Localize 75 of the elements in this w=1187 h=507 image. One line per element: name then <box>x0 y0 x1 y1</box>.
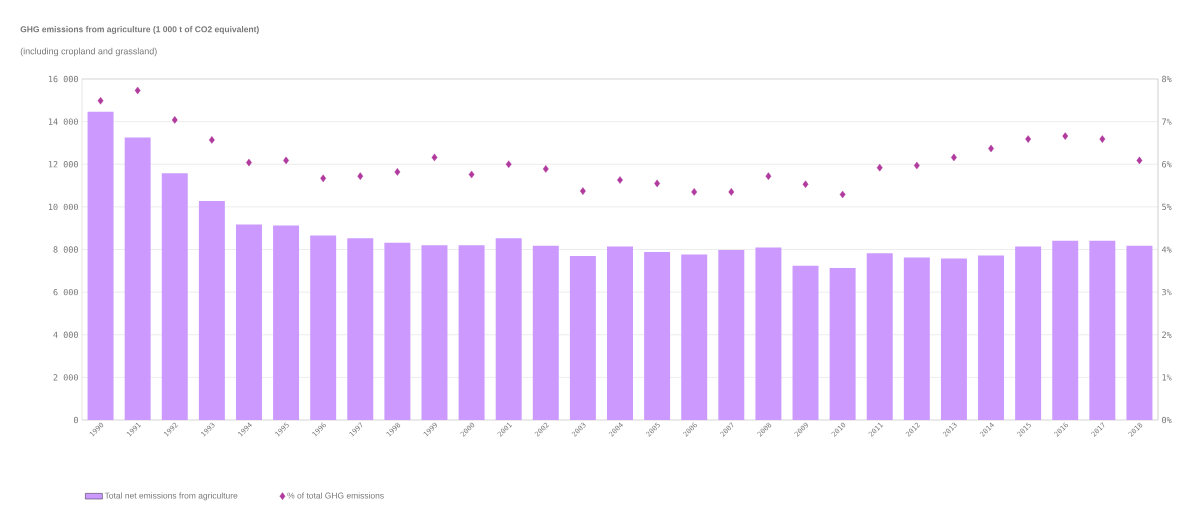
bar <box>347 238 374 420</box>
y-tick-label: 4 000 <box>53 331 78 338</box>
y2-tick-label: 0% <box>1162 416 1172 424</box>
bar <box>273 225 300 420</box>
bar <box>644 252 671 420</box>
point <box>876 163 883 172</box>
y2-tick-label: 2% <box>1162 331 1172 338</box>
bar <box>866 253 893 420</box>
y-tick-label: 8 000 <box>53 246 78 253</box>
bar <box>421 245 448 420</box>
point <box>1062 132 1069 140</box>
point <box>839 190 846 199</box>
point <box>542 165 549 173</box>
point <box>505 160 512 169</box>
point <box>1136 156 1143 165</box>
y-tick-label: 2 000 <box>53 374 78 381</box>
bar <box>1015 246 1042 420</box>
bar <box>903 257 930 420</box>
bar <box>755 247 782 420</box>
point <box>468 170 475 179</box>
bar <box>978 255 1005 420</box>
bar <box>792 265 819 420</box>
point <box>394 168 401 176</box>
point <box>691 188 698 196</box>
point <box>802 180 809 189</box>
y-tick-label: 10 000 <box>48 203 78 211</box>
point <box>617 176 623 184</box>
chart-title: GHG emissions from agriculture (1 000 t of CO2 equivalent) <box>20 26 259 34</box>
legend-label: Total net emissions from agriculture <box>104 492 238 501</box>
bar <box>829 268 856 420</box>
point <box>1099 135 1106 143</box>
y2-tick-label: 1% <box>1162 374 1172 381</box>
chart-subtitle: (including cropland and grassland) <box>20 47 157 57</box>
y2-tick-label: 5% <box>1162 203 1172 211</box>
bar <box>495 238 522 420</box>
point <box>728 188 735 196</box>
bar <box>310 235 337 420</box>
bar <box>235 224 262 420</box>
bar <box>384 242 411 420</box>
y2-tick-label: 7% <box>1162 118 1172 125</box>
y2-tick-label: 4% <box>1161 246 1172 253</box>
bar <box>569 255 596 420</box>
y-tick-label: 0 <box>73 416 78 424</box>
bar <box>681 254 708 420</box>
point <box>1025 135 1032 143</box>
y2-tick-label: 8% <box>1162 75 1172 83</box>
point <box>97 96 104 105</box>
point <box>320 174 327 183</box>
bar <box>1126 245 1153 420</box>
y2-tick-label: 6% <box>1162 161 1172 168</box>
bar <box>940 258 967 420</box>
point <box>580 187 586 195</box>
point <box>134 86 141 95</box>
bar <box>1052 240 1079 420</box>
bar <box>718 249 745 420</box>
point <box>431 153 438 162</box>
bar <box>124 137 151 420</box>
bar <box>87 111 114 420</box>
point <box>765 172 772 180</box>
y-tick-label: 12 000 <box>48 161 78 168</box>
bar <box>161 173 188 420</box>
y2-tick-label: 3% <box>1162 288 1172 296</box>
y-tick-label: 6 000 <box>53 288 78 296</box>
y-tick-label: 14 000 <box>48 118 78 125</box>
legend-label: % of total GHG emissions <box>287 492 384 499</box>
point <box>357 172 364 180</box>
bar <box>607 246 633 420</box>
bar <box>1089 240 1116 420</box>
y-tick-label: 16 000 <box>48 75 78 83</box>
bar <box>532 245 559 420</box>
point <box>913 161 920 170</box>
point <box>208 136 215 144</box>
bar <box>198 200 225 420</box>
bar <box>458 245 485 420</box>
point <box>171 116 178 124</box>
